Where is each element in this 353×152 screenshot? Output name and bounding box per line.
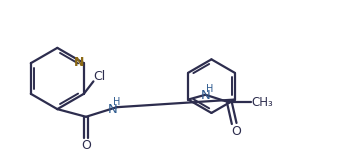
Text: N: N [201, 89, 210, 102]
Text: O: O [231, 125, 241, 138]
Text: H: H [113, 97, 120, 107]
Text: N: N [108, 103, 118, 116]
Text: CH₃: CH₃ [251, 96, 273, 109]
Text: Cl: Cl [93, 70, 105, 83]
Text: O: O [81, 139, 91, 152]
Text: H: H [205, 84, 213, 94]
Text: N: N [74, 56, 84, 69]
